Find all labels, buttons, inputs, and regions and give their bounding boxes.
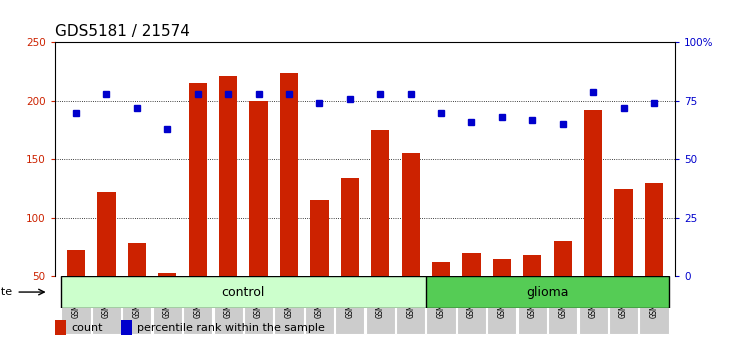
Bar	[310, 200, 328, 276]
Bar	[219, 76, 237, 276]
Text: GSM769939: GSM769939	[650, 276, 658, 318]
Text: disease state: disease state	[0, 287, 12, 297]
Text: GSM769938: GSM769938	[619, 276, 628, 318]
Bar	[493, 258, 511, 276]
Text: GSM769928: GSM769928	[315, 276, 324, 318]
Text: control: control	[222, 286, 265, 298]
Text: glioma: glioma	[526, 286, 569, 298]
Bar	[341, 178, 359, 276]
Bar	[426, 276, 669, 308]
Text: GSM769925: GSM769925	[223, 276, 233, 318]
Bar	[61, 276, 426, 308]
FancyBboxPatch shape	[548, 276, 577, 333]
FancyBboxPatch shape	[426, 276, 456, 333]
FancyBboxPatch shape	[274, 276, 304, 333]
FancyBboxPatch shape	[92, 276, 121, 333]
FancyBboxPatch shape	[579, 276, 607, 333]
Text: GSM769934: GSM769934	[497, 276, 507, 318]
Bar	[402, 154, 420, 276]
Text: GSM769929: GSM769929	[345, 276, 354, 318]
FancyBboxPatch shape	[61, 276, 91, 333]
Bar	[645, 183, 663, 276]
Text: GDS5181 / 21574: GDS5181 / 21574	[55, 23, 190, 39]
Bar	[55, 320, 66, 335]
Text: GSM769923: GSM769923	[163, 276, 172, 318]
Text: GSM769922: GSM769922	[132, 276, 142, 318]
Bar	[462, 253, 480, 276]
Text: count: count	[71, 322, 103, 333]
Bar	[121, 320, 132, 335]
Text: GSM769926: GSM769926	[254, 276, 263, 318]
Text: GSM769935: GSM769935	[528, 276, 537, 318]
Text: GSM769930: GSM769930	[376, 276, 385, 318]
Text: GSM769921: GSM769921	[102, 276, 111, 318]
FancyBboxPatch shape	[396, 276, 426, 333]
Bar	[67, 250, 85, 276]
Text: percentile rank within the sample: percentile rank within the sample	[137, 322, 324, 333]
Bar	[523, 255, 542, 276]
FancyBboxPatch shape	[123, 276, 152, 333]
FancyBboxPatch shape	[609, 276, 638, 333]
FancyBboxPatch shape	[153, 276, 182, 333]
Text: GSM769936: GSM769936	[558, 276, 567, 318]
FancyBboxPatch shape	[305, 276, 334, 333]
Bar	[432, 262, 450, 276]
Bar	[553, 241, 572, 276]
FancyBboxPatch shape	[183, 276, 212, 333]
Bar	[158, 273, 177, 276]
FancyBboxPatch shape	[639, 276, 669, 333]
Bar	[97, 192, 115, 276]
FancyBboxPatch shape	[518, 276, 547, 333]
Bar	[250, 101, 268, 276]
Text: GSM769932: GSM769932	[437, 276, 445, 318]
Bar	[188, 84, 207, 276]
Text: GSM769924: GSM769924	[193, 276, 202, 318]
FancyBboxPatch shape	[335, 276, 364, 333]
FancyBboxPatch shape	[488, 276, 517, 333]
FancyBboxPatch shape	[214, 276, 242, 333]
Text: GSM769931: GSM769931	[406, 276, 415, 318]
Bar	[584, 110, 602, 276]
Text: GSM769920: GSM769920	[72, 276, 80, 318]
Bar	[280, 73, 298, 276]
Bar	[371, 130, 389, 276]
Text: GSM769927: GSM769927	[285, 276, 293, 318]
FancyBboxPatch shape	[457, 276, 486, 333]
FancyBboxPatch shape	[366, 276, 395, 333]
Bar	[128, 244, 146, 276]
Bar	[615, 188, 633, 276]
Text: GSM769933: GSM769933	[467, 276, 476, 318]
Text: GSM769937: GSM769937	[588, 276, 598, 318]
FancyBboxPatch shape	[244, 276, 273, 333]
